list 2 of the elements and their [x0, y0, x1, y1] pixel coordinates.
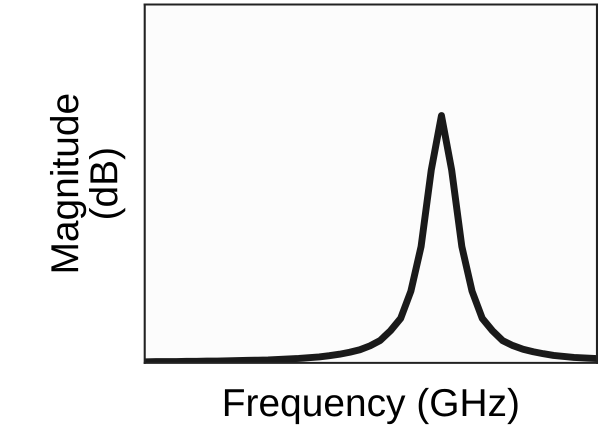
- x-axis-title: Frequency (GHz): [224, 388, 518, 424]
- y-axis-title: Magnitude (dB): [50, 94, 126, 272]
